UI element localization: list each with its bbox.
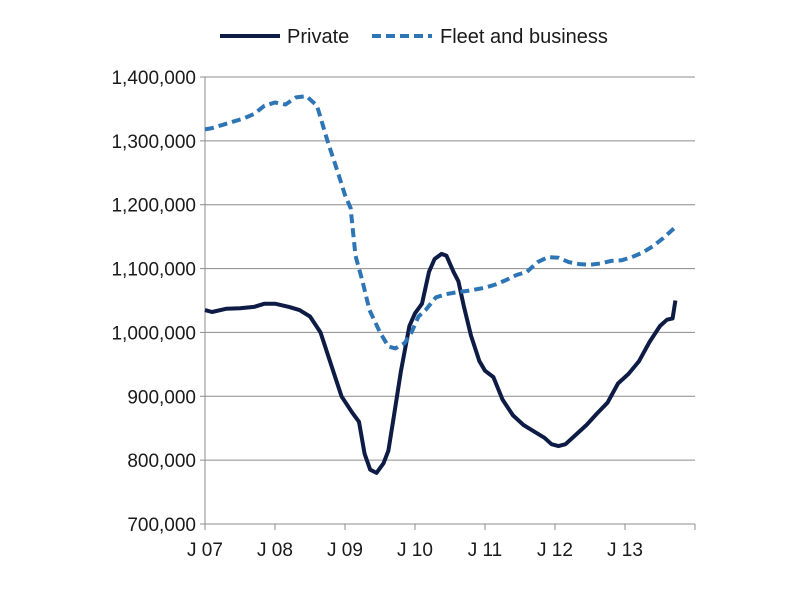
series-line-private [204,251,678,475]
x-tick-label: J 08 [257,540,293,561]
y-tick-label: 1,100,000 [111,260,196,281]
x-tick-label: J 09 [327,540,363,561]
axes [204,77,695,525]
y-tick-label: 1,300,000 [111,132,196,153]
y-axis-tick-labels: 700,000 800,000 900,000 1,000,000 1,100,000 1… [111,68,205,536]
series-line-fleet-and-business [204,94,677,351]
series-lines [204,94,678,475]
y-tick-label: 1,400,000 [111,68,196,89]
y-tick-label: 1,000,000 [111,323,196,344]
x-tick-label: J 12 [537,540,573,561]
x-tick-label: J 10 [397,540,433,561]
y-tick-label: 800,000 [127,451,196,472]
x-axis-tick-labels: J 07 J 08 J 09 J 10 J 11 J 12 J 13 [187,524,696,561]
x-tick-label: J 13 [607,540,643,561]
y-tick-label: 700,000 [127,515,196,536]
x-tick-label: J 11 [468,540,503,561]
x-tick-label: J 07 [187,540,223,561]
legend-label-fleet: Fleet and business [440,26,608,48]
y-tick-label: 900,000 [127,387,196,408]
legend-label-private: Private [287,26,349,48]
legend: Private Fleet and business [220,26,608,48]
y-tick-label: 1,200,000 [111,196,196,217]
